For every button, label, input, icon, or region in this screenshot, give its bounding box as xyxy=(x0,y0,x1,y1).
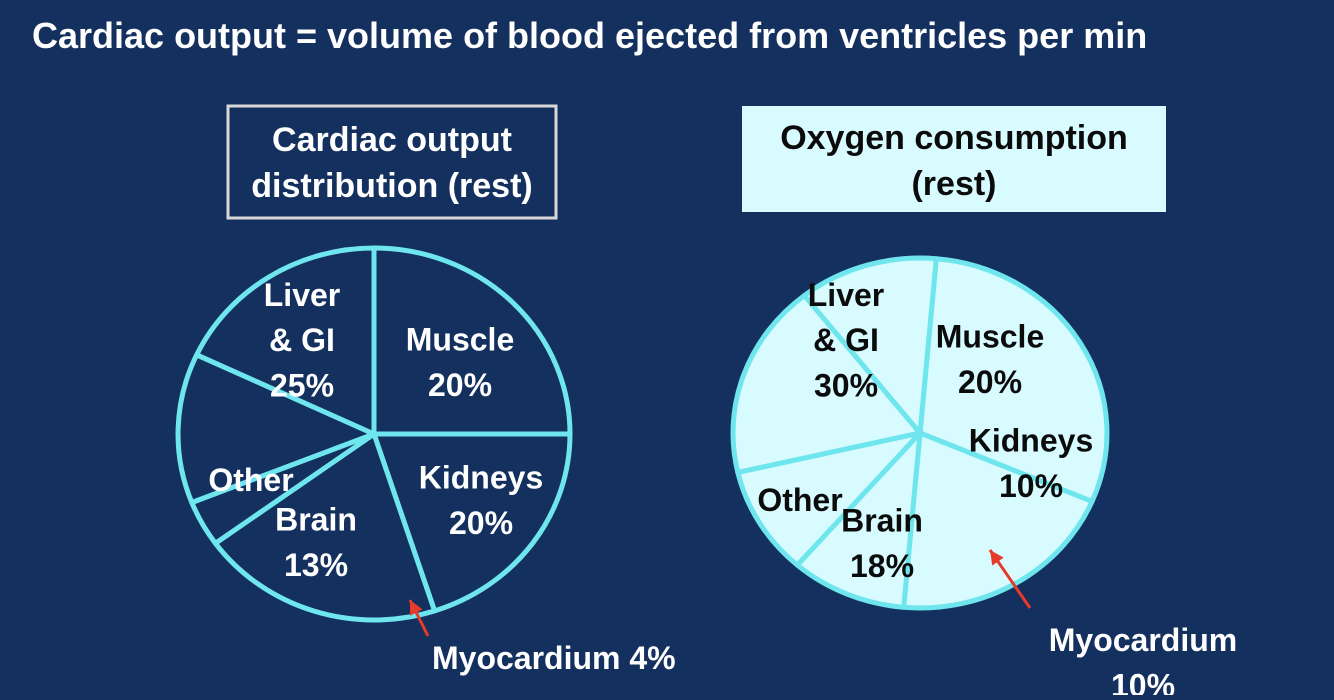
chart-title-line: Cardiac output xyxy=(272,121,512,159)
pie-chart-2: Oxygen consumption (rest) Liver & GI 30% Musc… xyxy=(730,106,1237,700)
slice-label-liver-gi: & GI xyxy=(813,322,879,358)
slice-label-brain: 18% xyxy=(850,548,914,584)
slice-label-myocardium: 10% xyxy=(1111,668,1175,695)
pie-slice-other xyxy=(194,245,377,437)
chart-title-box xyxy=(742,106,1166,212)
slice-label-liver-gi: & GI xyxy=(269,322,335,358)
pie-slice-kidneys xyxy=(794,430,923,610)
slide-title: Cardiac output = volume of blood ejected… xyxy=(32,15,1147,56)
pie-slice-kidneys xyxy=(212,431,438,623)
slice-label-muscle: Muscle xyxy=(936,319,1044,355)
slice-label-muscle: 20% xyxy=(428,367,492,403)
slice-label-other: Other xyxy=(208,462,293,498)
slice-label-liver-gi: 25% xyxy=(270,368,334,404)
slice-label-other: Other xyxy=(757,482,842,518)
chart-title-line: Oxygen consumption xyxy=(780,119,1128,157)
slice-label-brain: Brain xyxy=(841,503,923,539)
slice-label-brain: 13% xyxy=(284,547,348,583)
slice-label-myocardium: Myocardium xyxy=(1049,622,1237,658)
pie-slice-muscle xyxy=(371,431,573,614)
chart-title-line: (rest) xyxy=(911,165,996,203)
myocardium-arrow-head xyxy=(410,600,423,616)
slice-label-liver-gi: Liver xyxy=(808,277,884,313)
pie-slice-other xyxy=(801,255,939,436)
pie-slice-myocardium xyxy=(735,430,923,568)
slice-label-kidneys: 10% xyxy=(999,468,1063,504)
slice-label-muscle: Muscle xyxy=(406,322,514,358)
slice-label-liver-gi: Liver xyxy=(264,277,340,313)
slice-label-kidneys: Kidneys xyxy=(419,460,543,496)
pie-slice-brain xyxy=(175,352,377,505)
pie-slice-liver-gi xyxy=(371,245,573,437)
slice-label-myocardium: Myocardium 4% xyxy=(432,640,676,676)
charts-group: Cardiac output distribution (rest) Liver & … xyxy=(175,104,1237,700)
chart-title-box xyxy=(226,104,558,220)
slice-label-muscle: 20% xyxy=(958,364,1022,400)
pie-slice-liver-gi xyxy=(917,256,1110,504)
slice-label-kidneys: Kidneys xyxy=(969,423,1093,459)
pie-chart-1: Cardiac output distribution (rest) Liver & … xyxy=(175,104,676,676)
slice-label-liver-gi: 30% xyxy=(814,368,878,404)
slice-label-kidneys: 20% xyxy=(449,505,513,541)
pie-slice-muscle xyxy=(901,430,1095,611)
slice-label-brain: Brain xyxy=(275,502,357,538)
chart-title-line: distribution (rest) xyxy=(251,167,532,205)
pie-slice-brain xyxy=(730,293,923,475)
myocardium-arrow-head xyxy=(990,550,1004,566)
